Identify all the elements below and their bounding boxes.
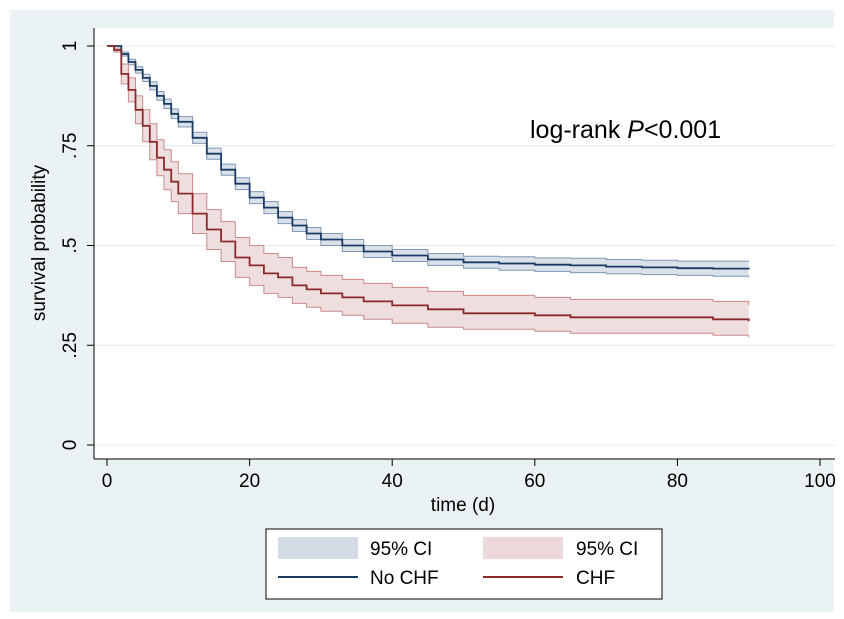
legend-label-chf: CHF <box>576 568 615 589</box>
y-tick-label-4: 1 <box>60 41 81 52</box>
plot-area <box>94 28 835 459</box>
x-tick-label-3: 60 <box>524 471 545 492</box>
legend-swatch-no-chf-ci <box>278 537 358 559</box>
legend-label-no-chf: No CHF <box>370 568 439 589</box>
legend-label-chf-ci: 95% CI <box>576 539 638 560</box>
ci-lower-chf <box>107 45 750 338</box>
x-tick-label-1: 20 <box>239 471 260 492</box>
ci-lower-no-chf <box>107 45 750 278</box>
legend: 95% CI 95% CI No CHF CHF <box>265 528 663 600</box>
x-axis-title: time (d) <box>431 495 495 516</box>
y-tick-label-0: 0 <box>60 440 81 451</box>
x-tick-label-0: 0 <box>102 471 113 492</box>
ci-upper-chf <box>107 45 750 306</box>
x-tick-label-4: 80 <box>667 471 688 492</box>
survival-lines <box>107 45 750 322</box>
log-rank-annotation: log-rank P<0.001 <box>530 116 721 144</box>
survival-line-no-chf <box>107 45 750 270</box>
ci-band-chf <box>107 46 749 338</box>
axes: 0 20 40 60 80 100 0 .25 .5 .75 1 <box>60 28 836 492</box>
survival-line-chf <box>107 45 750 322</box>
y-tick-label-3: .75 <box>60 133 81 159</box>
y-tick-label-2: .5 <box>60 238 81 254</box>
x-tick-label-5: 100 <box>804 471 836 492</box>
legend-label-no-chf-ci: 95% CI <box>370 539 432 560</box>
y-tick-label-1: .25 <box>60 332 81 358</box>
y-axis-title: survival probability <box>29 164 50 321</box>
confidence-bands <box>107 45 750 338</box>
legend-swatch-chf-ci <box>483 537 563 559</box>
x-tick-label-2: 40 <box>382 471 403 492</box>
